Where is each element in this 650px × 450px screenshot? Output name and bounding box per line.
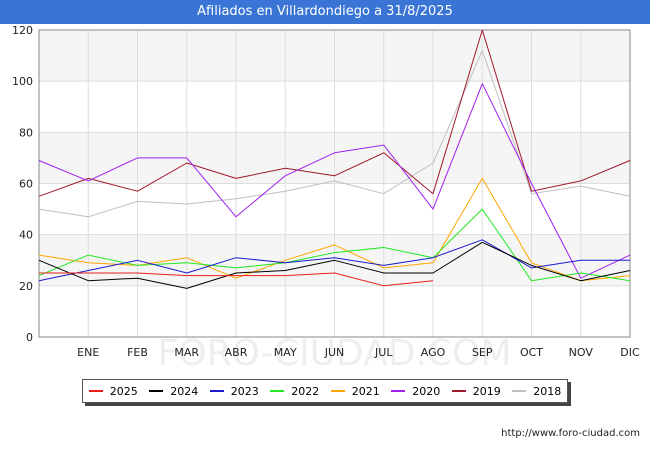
legend-swatch (270, 390, 285, 392)
legend-swatch (88, 390, 103, 392)
series-line-2020 (38, 83, 631, 279)
x-tick-label: JUN (324, 346, 345, 359)
legend-item-2023: 2023 (209, 384, 259, 398)
y-tick-label: 0 (26, 331, 33, 344)
legend-item-2019: 2019 (451, 384, 501, 398)
legend-swatch (451, 390, 466, 392)
legend-label: 2020 (412, 384, 441, 398)
x-tick-label: FEB (127, 346, 148, 359)
y-tick-label: 100 (12, 75, 33, 88)
legend-label: 2022 (291, 384, 320, 398)
x-tick-label: JUL (374, 346, 393, 359)
x-tick-label: NOV (569, 346, 594, 359)
chart-title: Afiliados en Villardondiego a 31/8/2025 (0, 0, 650, 24)
legend-item-2021: 2021 (330, 384, 380, 398)
y-tick-label: 60 (19, 178, 33, 191)
legend-swatch (330, 390, 345, 392)
series-line-2022 (38, 208, 631, 282)
x-tick-label: SEP (472, 346, 493, 359)
legend-label: 2025 (109, 384, 138, 398)
series-line-2024 (38, 241, 631, 289)
legend-label: 2021 (351, 384, 380, 398)
x-tick-label: AGO (421, 346, 446, 359)
legend-label: 2018 (533, 384, 562, 398)
plot-frame (38, 29, 631, 338)
legend-swatch (512, 390, 527, 392)
legend-swatch (209, 390, 224, 392)
x-tick-label: OCT (520, 346, 543, 359)
legend-item-2020: 2020 (391, 385, 440, 398)
series-line-2025 (39, 272, 434, 287)
x-tick-label: ENE (77, 346, 99, 359)
legend-item-2025: 2025 (88, 384, 138, 398)
y-tick-label: 20 (19, 280, 33, 293)
y-tick-label: 40 (19, 229, 33, 242)
watermark-text: FORO-CIUDAD.COM (158, 333, 512, 374)
legend-swatch (391, 390, 406, 392)
series-line-2023 (38, 239, 630, 282)
legend-swatch (149, 390, 164, 392)
series-line-2019 (38, 29, 631, 197)
source-url[interactable]: http://www.foro-ciudad.com (501, 428, 640, 439)
legend-label: 2023 (230, 384, 259, 398)
legend-item-2022: 2022 (270, 385, 319, 398)
x-tick-label: DIC (620, 346, 640, 359)
legend-label: 2024 (170, 384, 199, 398)
legend-item-2018: 2018 (512, 385, 561, 398)
series-line-2018 (38, 50, 631, 218)
x-tick-label: MAY (274, 346, 297, 359)
y-tick-label: 120 (12, 24, 33, 37)
y-tick-label: 80 (19, 126, 33, 139)
legend-item-2024: 2024 (149, 385, 198, 398)
x-tick-label: MAR (174, 346, 199, 359)
legend-label: 2019 (472, 384, 501, 398)
x-tick-label: ABR (225, 346, 248, 359)
chart-legend: 2025 2024 2023 2022 2021 2020 2019 2018 (82, 379, 568, 403)
